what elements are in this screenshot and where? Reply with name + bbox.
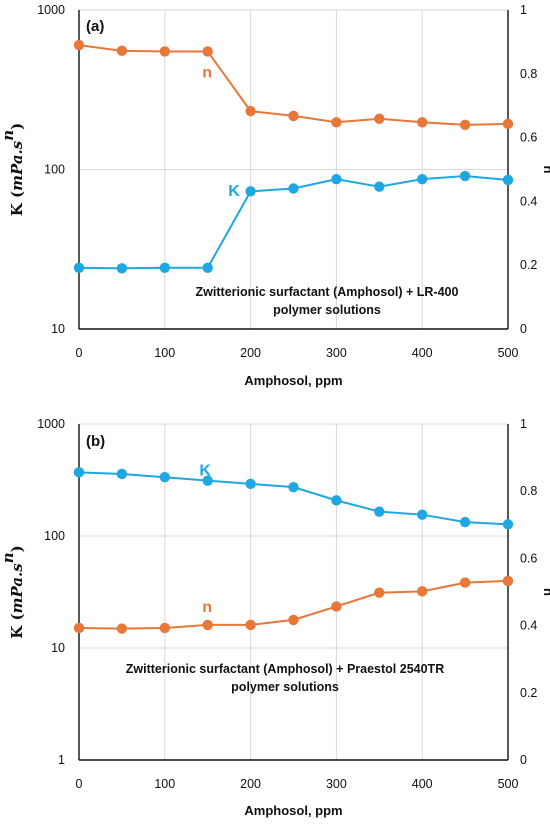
y2-tick-label: 0.8 — [520, 67, 537, 81]
data-point-n — [417, 117, 428, 128]
x-tick-label: 400 — [412, 346, 433, 360]
data-point-K — [73, 262, 85, 273]
x-axis-title: Amphosol, ppm — [244, 373, 342, 388]
data-point-K — [459, 516, 471, 528]
y2-tick-label: 0.8 — [520, 484, 537, 498]
series-line-K — [78, 471, 509, 526]
data-point-K — [245, 478, 256, 490]
data-point-n — [245, 619, 256, 631]
data-point-n — [116, 623, 128, 634]
data-point-n — [502, 575, 514, 587]
x-tick-label: 300 — [326, 777, 347, 791]
data-point-n — [202, 46, 213, 57]
y2-tick-label: 0 — [520, 753, 527, 767]
y-tick-label: 1000 — [37, 417, 65, 431]
y-tick-label: 1 — [58, 753, 65, 767]
y2-tick-label: 0.6 — [520, 551, 537, 565]
data-point-n — [116, 45, 128, 57]
y-axis-title: K (mPa.sn) — [0, 545, 26, 639]
data-point-K — [417, 509, 428, 520]
x-axis-title: Amphosol, ppm — [244, 803, 342, 818]
data-point-K — [417, 173, 428, 185]
y-tick-label: 100 — [44, 529, 65, 543]
data-point-n — [159, 46, 170, 57]
data-point-n — [73, 622, 85, 634]
y2-tick-label: 0.2 — [520, 258, 537, 272]
x-tick-label: 100 — [154, 777, 175, 791]
x-tick-label: 0 — [76, 777, 83, 791]
data-point-K — [288, 481, 299, 493]
y2-tick-label: 0 — [520, 322, 527, 336]
data-point-n — [159, 622, 170, 634]
x-tick-label: 200 — [240, 346, 261, 360]
data-point-K — [502, 519, 514, 530]
y-tick-label: 10 — [51, 641, 65, 655]
data-point-K — [159, 471, 170, 483]
data-point-K — [116, 263, 128, 274]
data-point-n — [202, 619, 213, 631]
y-tick-label: 10 — [51, 322, 65, 336]
data-point-K — [116, 468, 128, 480]
data-point-n — [73, 39, 85, 51]
chart-panel-a: 0 100 200 300 400 500 10 100 1000 0 0.2 0.4 0.6 0.8 1 A… — [0, 3, 550, 388]
y2-tick-label: 0.2 — [520, 686, 537, 700]
y2-axis-title: n — [541, 588, 550, 596]
x-tick-label: 500 — [498, 346, 519, 360]
data-point-K — [502, 174, 514, 186]
data-point-n — [502, 118, 514, 130]
data-point-K — [202, 475, 213, 486]
annotation-line: Zwitterionic surfactant (Amphosol) + Pra… — [126, 662, 444, 676]
y2-tick-label: 0.4 — [520, 619, 537, 633]
y2-tick-label: 0.6 — [520, 131, 537, 145]
data-point-n — [374, 587, 385, 598]
annotation-line: polymer solutions — [273, 303, 381, 317]
series-label-K: K — [199, 462, 211, 479]
data-point-n — [288, 614, 299, 626]
data-point-n — [459, 119, 471, 131]
data-point-n — [374, 113, 385, 124]
y-tick-label: 100 — [44, 163, 65, 177]
x-tick-label: 100 — [154, 346, 175, 360]
data-point-K — [159, 262, 170, 273]
annotation-line: polymer solutions — [231, 680, 339, 694]
data-point-n — [288, 110, 299, 122]
panel-label: (b) — [86, 433, 105, 450]
series-label-n: n — [202, 599, 212, 616]
data-point-K — [288, 183, 299, 194]
data-point-K — [202, 262, 213, 273]
y2-tick-label: 1 — [520, 3, 527, 17]
data-point-K — [374, 506, 385, 517]
x-tick-label: 300 — [326, 346, 347, 360]
data-point-n — [331, 117, 342, 128]
data-point-n — [331, 601, 342, 612]
x-tick-label: 400 — [412, 777, 433, 791]
y2-tick-label: 1 — [520, 417, 527, 431]
x-tick-label: 500 — [498, 777, 519, 791]
chart-panel-b: 0 100 200 300 400 500 1 10 100 1000 0 0.2 0.4 0.6 0.8 1… — [0, 417, 550, 818]
series-label-K: K — [228, 183, 240, 200]
data-point-K — [459, 170, 471, 182]
y2-tick-label: 0.4 — [520, 194, 537, 208]
data-point-K — [374, 181, 385, 192]
data-point-n — [417, 586, 428, 597]
x-tick-label: 0 — [76, 346, 83, 360]
x-tick-label: 200 — [240, 777, 261, 791]
data-point-K — [331, 173, 342, 185]
data-point-n — [245, 105, 256, 117]
panel-label: (a) — [86, 18, 104, 35]
y2-axis-title: n — [541, 166, 550, 174]
data-point-K — [73, 467, 85, 478]
data-point-K — [245, 186, 256, 197]
y-axis-title: K (mPa.sn) — [0, 123, 26, 217]
data-point-K — [331, 495, 342, 506]
series-label-n: n — [202, 64, 212, 81]
annotation-line: Zwitterionic surfactant (Amphosol) + LR-… — [196, 285, 459, 299]
data-point-n — [459, 577, 471, 588]
y-tick-label: 1000 — [37, 3, 65, 17]
